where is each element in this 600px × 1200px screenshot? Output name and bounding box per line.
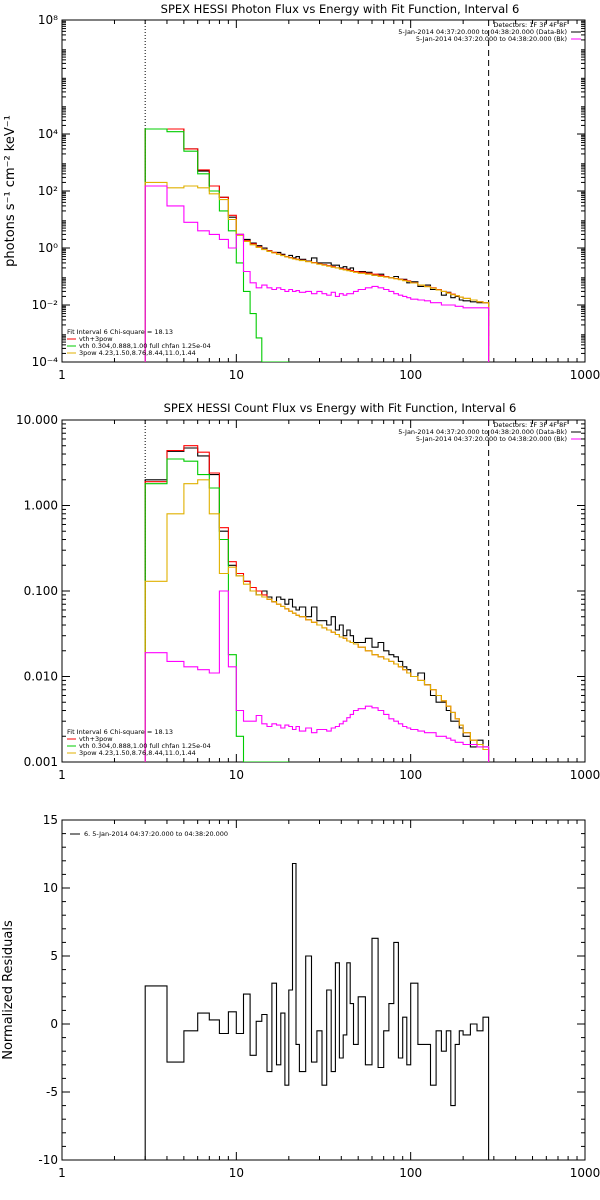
y-tick-label: 5 xyxy=(50,949,58,963)
series-1-histogram xyxy=(144,128,490,362)
chart-title: SPEX HESSI Photon Flux vs Energy with Fi… xyxy=(161,2,520,16)
series-4-histogram xyxy=(144,590,490,762)
y-tick-label: 10² xyxy=(38,184,58,198)
y-tick-label: 0.010 xyxy=(24,670,58,684)
header-line-2: 5-Jan-2014 04:37:20.000 to 04:38:20.000 … xyxy=(416,435,567,443)
x-tick-label: 10 xyxy=(229,368,244,382)
y-tick-label: 0 xyxy=(50,1017,58,1031)
fit-header: Fit Interval 6 Chi-square = 18.13 xyxy=(67,328,173,336)
x-tick-label: 100 xyxy=(399,368,422,382)
legend-entry-2: 3pow 4.23,1.50,8.76,8.44,11.0,1.44 xyxy=(79,349,196,357)
y-tick-label: 10⁻² xyxy=(32,298,59,312)
y-tick-label: 0.100 xyxy=(24,584,58,598)
series-2-histogram xyxy=(144,128,290,362)
legend-entry-1: vth 0.304,0.888,1.00 full chfan 1.25e-04 xyxy=(79,742,211,750)
legend-entry-0: vth+3pow xyxy=(79,335,113,343)
y-tick-label: -5 xyxy=(46,1085,58,1099)
y-axis-label: photons s⁻¹ cm⁻² keV⁻¹ xyxy=(3,115,18,267)
header-line-0: Detectors: 1F 3F 4F 8F xyxy=(493,421,567,429)
legend-entry-2: 3pow 4.23,1.50,8.76,8.44,11.0,1.44 xyxy=(79,749,196,757)
y-tick-label: 1.000 xyxy=(24,499,58,513)
y-tick-label: 10⁰ xyxy=(38,241,58,255)
fit-header: Fit Interval 6 Chi-square = 18.13 xyxy=(67,728,173,736)
plot-frame xyxy=(61,19,586,363)
series-0-histogram xyxy=(144,128,490,362)
chart-title: SPEX HESSI Count Flux vs Energy with Fit… xyxy=(164,401,517,415)
x-tick-label: 1 xyxy=(58,368,66,382)
y-tick-label: 10⁻⁴ xyxy=(32,355,59,369)
x-tick-label: 100 xyxy=(399,768,422,782)
series-group xyxy=(144,445,490,762)
x-tick-label: 100 xyxy=(399,1166,422,1180)
y-tick-label: 10 xyxy=(43,881,58,895)
y-tick-label: 15 xyxy=(43,813,58,827)
photon-flux-panel: SPEX HESSI Photon Flux vs Energy with Fi… xyxy=(3,2,600,382)
y-tick-label: 10⁴ xyxy=(38,127,58,141)
series-4-histogram xyxy=(144,185,490,362)
y-axis-label: Normalized Residuals xyxy=(1,920,16,1060)
x-tick-label: 1000 xyxy=(570,1166,600,1180)
x-tick-label: 10 xyxy=(229,1166,244,1180)
header-line-1: 5-Jan-2014 04:37:20.000 to 04:38:20.000 … xyxy=(398,28,567,36)
x-tick-label: 10 xyxy=(229,768,244,782)
x-tick-label: 1000 xyxy=(570,768,600,782)
series-3-histogram xyxy=(144,181,490,362)
legend-entry-0: 6. 5-Jan-2014 04:37:20.000 to 04:38:20.0… xyxy=(84,830,228,838)
x-tick-label: 1 xyxy=(58,768,66,782)
series-1-histogram xyxy=(144,445,490,762)
x-tick-label: 1000 xyxy=(570,368,600,382)
plot-frame xyxy=(61,419,586,763)
plot-frame xyxy=(61,819,586,1161)
y-tick-label: 10.000 xyxy=(16,413,58,427)
legend-entry-0: vth+3pow xyxy=(79,735,113,743)
header-line-2: 5-Jan-2014 04:37:20.000 to 04:38:20.000 … xyxy=(416,35,567,43)
series-2-histogram xyxy=(144,458,290,762)
x-tick-label: 1 xyxy=(58,1166,66,1180)
y-tick-label: 10⁸ xyxy=(38,13,58,27)
series-3-histogram xyxy=(144,479,490,762)
y-tick-label: -10 xyxy=(38,1153,58,1167)
header-line-1: 5-Jan-2014 04:37:20.000 to 04:38:20.000 … xyxy=(398,428,567,436)
legend-entry-1: vth 0.304,0.888,1.00 full chfan 1.25e-04 xyxy=(79,342,211,350)
y-tick-label: 0.001 xyxy=(24,755,58,769)
count-flux-panel: SPEX HESSI Count Flux vs Energy with Fit… xyxy=(16,401,600,782)
series-group xyxy=(144,128,490,362)
series-0-histogram xyxy=(144,862,490,1160)
residuals-panel: Normalized Residuals 1 10 100 1000 -10 -5 0 5 10… xyxy=(1,813,600,1180)
series-0-histogram xyxy=(144,447,490,762)
series-group xyxy=(144,862,490,1160)
header-line-0: Detectors: 1F 3F 4F 8F xyxy=(493,21,567,29)
